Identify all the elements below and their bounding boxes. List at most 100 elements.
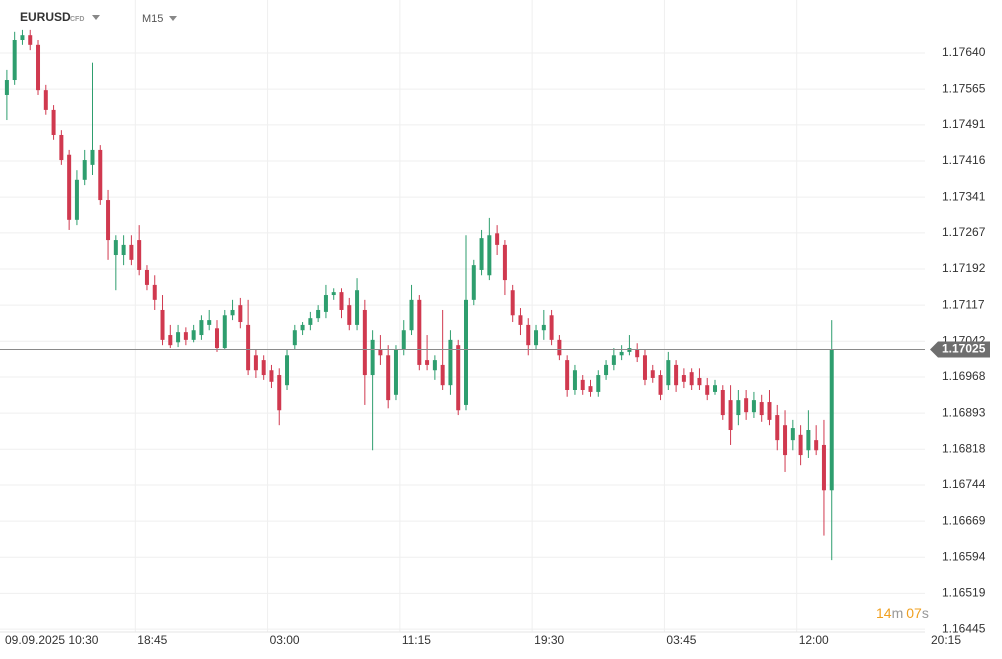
candle-body: [705, 385, 710, 395]
countdown-minutes: 14: [876, 605, 892, 621]
candle-body: [572, 370, 577, 390]
candle-body: [713, 385, 718, 392]
timeframe-dropdown[interactable]: [169, 16, 177, 21]
candle-body: [611, 355, 616, 365]
current-price-tag: [930, 341, 990, 358]
countdown: 14m 07s: [876, 605, 929, 621]
candle-body: [393, 349, 398, 395]
candle-body: [417, 299, 422, 365]
y-tick-label: 1.17267: [942, 225, 986, 239]
candle-body: [658, 375, 663, 395]
candle-body: [238, 305, 243, 323]
candle-body: [720, 389, 725, 416]
candle-body: [479, 238, 484, 270]
y-tick-label: 1.17491: [942, 117, 986, 131]
candle-body: [448, 339, 453, 386]
candle-body: [106, 200, 111, 241]
y-tick-label: 1.16445: [942, 621, 986, 635]
candle-body: [144, 269, 149, 285]
candle-body: [113, 240, 118, 256]
candle-body: [316, 309, 321, 319]
candle-body: [129, 244, 134, 260]
candle-body: [790, 428, 795, 441]
y-tick-label: 1.16818: [942, 441, 986, 455]
candle-body: [821, 444, 826, 491]
candle-body: [557, 339, 562, 356]
x-tick-label: 19:30: [534, 633, 564, 647]
candle-body: [674, 364, 679, 386]
candle-body: [619, 351, 624, 356]
candle-body: [580, 379, 585, 390]
candle-body: [409, 299, 414, 331]
candle-body: [650, 370, 655, 378]
candle-body: [160, 309, 165, 340]
candle-body: [191, 330, 196, 340]
x-tick-label: 03:45: [666, 633, 696, 647]
candle-body: [20, 35, 25, 41]
y-tick-label: 1.16968: [942, 369, 986, 383]
candle-body: [736, 400, 741, 416]
candle-body: [635, 349, 640, 358]
countdown-seconds-unit: s: [922, 605, 929, 621]
y-tick-label: 1.16893: [942, 405, 986, 419]
candle-body: [759, 402, 764, 416]
candle-body: [98, 149, 103, 201]
candle-body: [549, 315, 554, 340]
candle-body: [285, 355, 290, 386]
candle-body: [565, 360, 570, 390]
candle-body: [331, 292, 336, 296]
current-price: 1.17025: [0, 341, 990, 358]
candle-body: [362, 309, 367, 376]
timeframe[interactable]: M15: [142, 13, 163, 25]
x-tick-label: 09.09.2025 10:30: [5, 633, 99, 647]
candle-body: [168, 335, 173, 346]
candle-body: [214, 328, 219, 349]
candle-body: [261, 360, 266, 376]
candle-body: [464, 299, 468, 405]
candle-body: [775, 415, 780, 441]
candle-body: [121, 244, 126, 256]
candle-body: [456, 345, 461, 411]
x-tick-label: 03:00: [270, 633, 300, 647]
candle-body: [308, 318, 313, 325]
candle-body: [666, 360, 671, 386]
candle-body: [588, 386, 593, 392]
candle-body: [596, 375, 601, 392]
candle-body: [401, 330, 406, 350]
y-tick-label: 1.17341: [942, 189, 986, 203]
candle-body: [355, 290, 360, 325]
y-tick-label: 1.16594: [942, 549, 986, 563]
candle-body: [246, 324, 251, 371]
candle-body: [518, 315, 523, 325]
candle-body: [152, 284, 157, 300]
candle-body: [230, 309, 235, 316]
candle-body: [697, 377, 702, 386]
candle-body: [59, 134, 64, 161]
y-tick-label: 1.17565: [942, 81, 986, 95]
candle-body: [744, 398, 749, 413]
candle-body: [798, 434, 803, 456]
y-tick-label: 1.17192: [942, 261, 986, 275]
candle-body: [681, 375, 686, 382]
candle-body: [339, 292, 344, 310]
countdown-minutes-unit: m: [892, 605, 904, 621]
candle-body: [74, 179, 79, 220]
x-tick-label: 18:45: [137, 633, 167, 647]
symbol[interactable]: EURUSD: [20, 10, 71, 24]
x-tick-label: 12:00: [799, 633, 829, 647]
candle-body: [728, 400, 733, 431]
candle-body: [43, 90, 48, 110]
candle-body: [347, 305, 352, 325]
candle-body: [425, 360, 430, 365]
symbol-dropdown[interactable]: [92, 15, 100, 20]
candle-body: [541, 324, 546, 331]
candle-body: [28, 35, 33, 45]
candle-body: [502, 244, 507, 281]
candle-body: [269, 370, 274, 382]
grid: [0, 0, 925, 632]
candle-body: [176, 332, 181, 343]
candle-body: [487, 235, 492, 276]
candle-body: [386, 355, 391, 401]
candle-body: [82, 160, 87, 180]
